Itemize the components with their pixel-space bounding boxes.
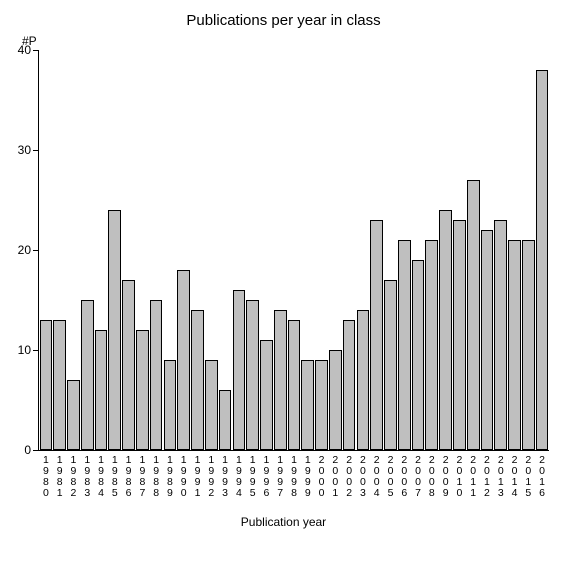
bar xyxy=(522,240,535,450)
x-tick-label: 2 0 1 4 xyxy=(508,455,522,499)
plot-area: 0102030401 9 8 01 9 8 11 9 8 21 9 8 31 9… xyxy=(38,50,549,451)
x-tick-label: 1 9 8 7 xyxy=(135,455,149,499)
x-tick-label: 2 0 0 7 xyxy=(411,455,425,499)
bar xyxy=(536,70,549,450)
bar xyxy=(301,360,314,450)
y-tick-label: 10 xyxy=(18,343,31,357)
x-tick-label: 1 9 8 0 xyxy=(39,455,53,499)
publications-bar-chart: Publications per year in class #P 010203… xyxy=(0,0,567,567)
x-tick-label: 1 9 8 9 xyxy=(163,455,177,499)
x-tick-label: 1 9 9 0 xyxy=(177,455,191,499)
x-tick-label: 2 0 0 2 xyxy=(342,455,356,499)
bar xyxy=(343,320,356,450)
bar xyxy=(508,240,521,450)
y-tick-label: 40 xyxy=(18,43,31,57)
bars-container xyxy=(39,50,549,450)
bar xyxy=(164,360,177,450)
x-tick-label: 2 0 0 8 xyxy=(425,455,439,499)
bar xyxy=(288,320,301,450)
x-tick-label: 2 0 0 1 xyxy=(328,455,342,499)
bar xyxy=(150,300,163,450)
bar xyxy=(122,280,135,450)
x-tick-label: 1 9 9 3 xyxy=(218,455,232,499)
x-tick-label: 1 9 8 1 xyxy=(53,455,67,499)
x-tick-label: 2 0 0 0 xyxy=(315,455,329,499)
y-tick xyxy=(33,50,39,51)
x-tick-label: 1 9 9 5 xyxy=(246,455,260,499)
bar xyxy=(425,240,438,450)
bar xyxy=(205,360,218,450)
x-tick-label: 2 0 0 3 xyxy=(356,455,370,499)
x-tick-label: 1 9 9 6 xyxy=(260,455,274,499)
x-tick-label: 2 0 0 5 xyxy=(384,455,398,499)
x-tick-label: 1 9 8 8 xyxy=(149,455,163,499)
bar xyxy=(315,360,328,450)
bar xyxy=(467,180,480,450)
x-tick-label: 1 9 9 4 xyxy=(232,455,246,499)
bar xyxy=(233,290,246,450)
y-tick-label: 30 xyxy=(18,143,31,157)
x-tick-label: 1 9 8 6 xyxy=(122,455,136,499)
bar xyxy=(494,220,507,450)
bar xyxy=(219,390,232,450)
bar xyxy=(95,330,108,450)
bar xyxy=(40,320,53,450)
bar xyxy=(357,310,370,450)
x-tick-label: 1 9 8 2 xyxy=(67,455,81,499)
y-tick-label: 20 xyxy=(18,243,31,257)
bar xyxy=(274,310,287,450)
bar xyxy=(370,220,383,450)
y-tick-label: 0 xyxy=(24,443,31,457)
bar xyxy=(191,310,204,450)
bar xyxy=(108,210,121,450)
x-tick-label: 2 0 1 5 xyxy=(521,455,535,499)
x-tick-label: 2 0 1 6 xyxy=(535,455,549,499)
x-tick-label: 1 9 9 1 xyxy=(191,455,205,499)
bar xyxy=(136,330,149,450)
x-tick-label: 1 9 9 2 xyxy=(204,455,218,499)
x-tick-label: 2 0 1 2 xyxy=(480,455,494,499)
y-tick xyxy=(33,450,39,451)
x-tick-label: 2 0 0 4 xyxy=(370,455,384,499)
chart-title: Publications per year in class xyxy=(0,12,567,29)
bar xyxy=(329,350,342,450)
bar xyxy=(260,340,273,450)
bar xyxy=(384,280,397,450)
x-tick-label: 2 0 0 9 xyxy=(439,455,453,499)
x-tick-label: 2 0 1 3 xyxy=(494,455,508,499)
x-tick-label: 1 9 8 3 xyxy=(80,455,94,499)
x-tick-label: 1 9 9 9 xyxy=(301,455,315,499)
bar xyxy=(81,300,94,450)
bar xyxy=(453,220,466,450)
x-tick-label: 2 0 1 1 xyxy=(466,455,480,499)
x-tick-label: 1 9 8 5 xyxy=(108,455,122,499)
x-tick-label: 2 0 1 0 xyxy=(453,455,467,499)
bar xyxy=(177,270,190,450)
x-tick-label: 1 9 8 4 xyxy=(94,455,108,499)
bar xyxy=(67,380,80,450)
bar xyxy=(439,210,452,450)
bar xyxy=(398,240,411,450)
bar xyxy=(412,260,425,450)
x-axis-label: Publication year xyxy=(0,515,567,529)
x-tick-label: 2 0 0 6 xyxy=(397,455,411,499)
bar xyxy=(246,300,259,450)
y-tick xyxy=(33,350,39,351)
bar xyxy=(53,320,66,450)
bar xyxy=(481,230,494,450)
x-tick-label: 1 9 9 7 xyxy=(273,455,287,499)
y-tick xyxy=(33,250,39,251)
y-tick xyxy=(33,150,39,151)
x-tick-label: 1 9 9 8 xyxy=(287,455,301,499)
